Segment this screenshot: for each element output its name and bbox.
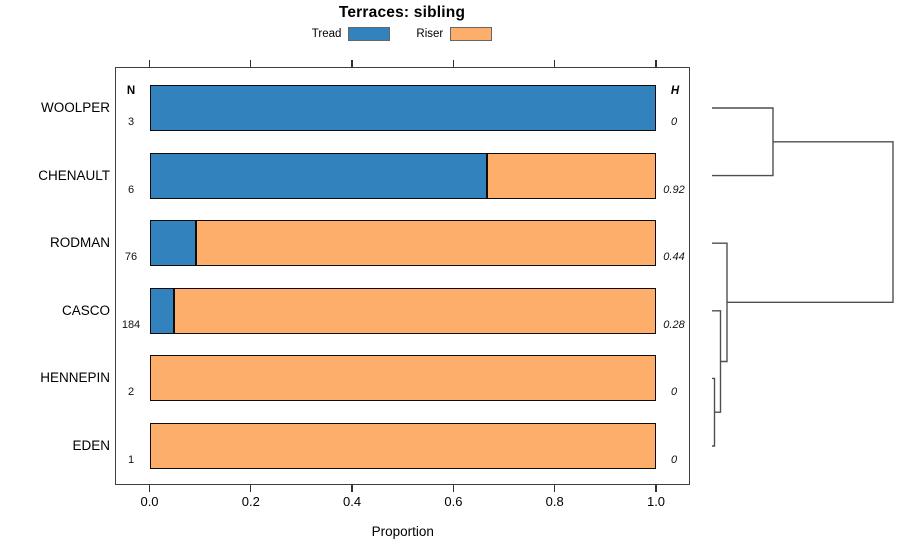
row-label: CASCO [61,302,110,318]
x-axis-tick-bottom [452,485,455,492]
x-axis-tick-top [148,59,151,67]
bar-segment-tread [149,85,656,131]
bar-segment-riser [174,287,656,334]
stacked-bar [149,287,657,334]
x-axis-tick-bottom [250,485,252,492]
stacked-bar [149,220,657,267]
legend-swatch-tread [348,27,391,41]
x-axis-title: Proportion [371,524,434,539]
h-value: 0.44 [663,251,685,264]
h-column-header: H [670,85,680,97]
h-value: 0.28 [663,318,685,331]
x-axis-tick-label: 0.0 [140,494,159,509]
row-label: EDEN [72,438,110,453]
h-value: 0 [670,454,678,466]
h-value: 0 [670,386,678,399]
legend-item-riser: Riser [416,27,493,41]
dendrogram-branch [712,242,728,363]
chart-title: Terraces: sibling [338,4,466,21]
legend-item-tread: Tread [312,27,391,41]
n-value: 184 [121,318,141,331]
stacked-bar [149,85,656,131]
row-label: HENNEPIN [40,370,110,386]
n-value: 1 [127,454,135,466]
plot-area [114,66,690,485]
stacked-bar [149,152,657,199]
legend: Tread Riser [114,25,690,43]
x-axis-tick-top [250,59,252,67]
dendrogram-branch [727,141,894,304]
legend-label-riser: Riser [416,28,444,40]
bar-segment-tread [149,152,488,199]
n-value: 2 [127,386,135,399]
dendrogram-branch [712,310,722,413]
bar-segment-tread [149,220,197,267]
bar-segment-riser [487,152,656,199]
stacked-bar [149,355,656,402]
dendrogram-branch [712,377,716,447]
n-value: 6 [127,183,135,196]
stacked-bar [149,423,656,469]
x-axis-tick-top [351,59,353,67]
n-value: 3 [127,116,135,128]
x-axis-tick-label: 0.6 [444,494,463,509]
x-axis-tick-top [655,59,657,67]
x-axis-tick-label: 0.2 [241,494,260,509]
bar-segment-riser [149,423,656,469]
dendrogram-branch [712,107,774,177]
x-axis-tick-label: 1.0 [646,494,666,509]
x-axis-tick-bottom [655,485,657,492]
h-value: 0 [670,116,678,128]
x-axis-tick-top [554,59,556,67]
x-axis-tick-top [452,59,455,67]
bar-segment-riser [149,355,656,402]
legend-label-tread: Tread [311,28,342,40]
bar-segment-riser [196,220,656,267]
legend-swatch-riser [450,27,493,41]
x-axis-tick-bottom [554,485,556,492]
row-label: CHENAULT [38,167,110,183]
x-axis-tick-bottom [351,485,353,492]
n-value: 76 [124,251,138,264]
x-axis-tick-label: 0.4 [343,494,362,509]
x-axis-tick-bottom [148,485,151,492]
bar-segment-tread [149,287,175,334]
row-label: WOOLPER [40,100,110,115]
row-label: RODMAN [50,235,110,251]
n-column-header: N [126,85,136,97]
h-value: 0.92 [663,183,685,196]
x-axis-tick-label: 0.8 [545,494,564,509]
